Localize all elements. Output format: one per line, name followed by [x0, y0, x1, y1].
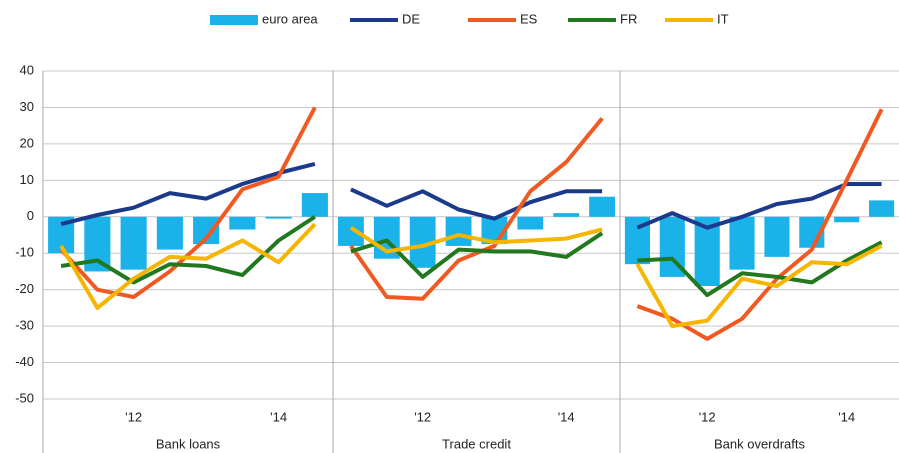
bar — [729, 216, 755, 270]
legend-label: DE — [402, 11, 420, 26]
line-series — [60, 161, 316, 227]
panel-title: Trade credit — [442, 436, 511, 451]
bar — [265, 216, 292, 219]
x-tick-label: '14 — [270, 409, 287, 424]
legend-label: euro area — [262, 11, 318, 26]
legend-swatch — [210, 15, 258, 25]
bar — [229, 216, 256, 230]
y-tick-label: 0 — [27, 208, 34, 223]
line-series — [350, 187, 603, 221]
y-tick-label: 20 — [20, 135, 34, 150]
y-tick-label: -30 — [15, 318, 34, 333]
panel-title: Bank overdrafts — [714, 436, 806, 451]
x-tick-label: '12 — [699, 409, 716, 424]
bar — [869, 200, 895, 217]
legend-label: FR — [620, 11, 637, 26]
bar — [301, 193, 328, 217]
y-tick-label: -20 — [15, 281, 34, 296]
line-series — [635, 244, 883, 329]
x-tick-label: '14 — [558, 409, 575, 424]
line-series — [59, 222, 317, 310]
y-tick-label: 10 — [20, 172, 34, 187]
line-series — [60, 215, 316, 285]
bar — [553, 213, 580, 217]
y-tick-label: -50 — [15, 390, 34, 405]
line-series — [350, 231, 604, 279]
bar — [156, 216, 183, 250]
line-series — [636, 182, 882, 230]
x-tick-label: '12 — [125, 409, 142, 424]
line-series — [636, 108, 884, 341]
line-series — [59, 106, 317, 299]
y-tick-label: 40 — [20, 62, 34, 77]
bar — [589, 196, 615, 217]
y-tick-label: 30 — [20, 99, 34, 114]
bar — [834, 216, 860, 223]
line-series — [349, 117, 604, 301]
legend-label: IT — [717, 11, 729, 26]
x-tick-label: '12 — [414, 409, 431, 424]
bar — [764, 216, 790, 257]
y-tick-label: -10 — [15, 245, 34, 260]
panel-title: Bank loans — [156, 436, 221, 451]
y-tick-label: -40 — [15, 354, 34, 369]
bar — [120, 216, 147, 270]
bar — [517, 216, 544, 230]
line-series — [349, 226, 603, 254]
bar — [445, 216, 472, 246]
legend-label: ES — [520, 11, 538, 26]
x-tick-label: '14 — [838, 409, 855, 424]
